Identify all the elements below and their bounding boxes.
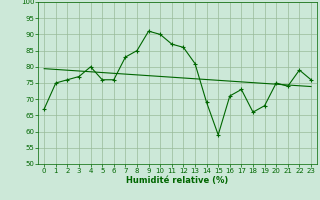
X-axis label: Humidité relative (%): Humidité relative (%) — [126, 176, 229, 185]
